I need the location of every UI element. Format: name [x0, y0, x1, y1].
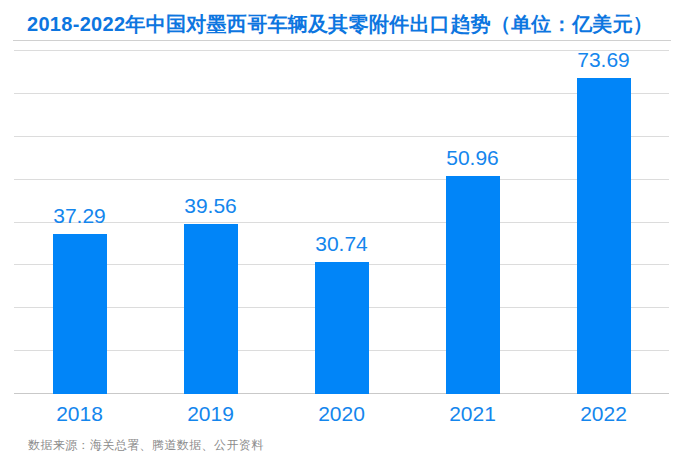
- chart-title: 2018-2022年中国对墨西哥车辆及其零附件出口趋势（单位：亿美元）: [27, 11, 677, 38]
- bar-chart-plot-area: 37.29201839.56201930.74202050.96202173.6…: [14, 51, 669, 394]
- x-axis-label: 2019: [187, 402, 234, 426]
- bar-2019: [184, 224, 238, 394]
- bar-value-label: 73.69: [577, 48, 630, 72]
- bar-2021: [446, 176, 500, 394]
- gridline: [14, 136, 669, 137]
- gridline: [14, 222, 669, 223]
- bar-2022: [577, 78, 631, 394]
- bar-value-label: 37.29: [53, 204, 106, 228]
- bar-2020: [315, 262, 369, 394]
- bar-2018: [53, 234, 107, 394]
- x-axis-label: 2018: [56, 402, 103, 426]
- chart-page: 2018-2022年中国对墨西哥车辆及其零附件出口趋势（单位：亿美元） 37.2…: [0, 0, 694, 463]
- bar-value-label: 39.56: [184, 194, 237, 218]
- x-axis-label: 2021: [449, 402, 496, 426]
- gridline: [14, 50, 669, 51]
- title-divider: [13, 40, 671, 41]
- gridline: [14, 93, 669, 94]
- gridline: [14, 179, 669, 180]
- data-source-note: 数据来源：海关总署、腾道数据、公开资料: [28, 437, 264, 454]
- bar-value-label: 50.96: [446, 146, 499, 170]
- x-axis-label: 2022: [580, 402, 627, 426]
- x-axis-label: 2020: [318, 402, 365, 426]
- bar-value-label: 30.74: [315, 232, 368, 256]
